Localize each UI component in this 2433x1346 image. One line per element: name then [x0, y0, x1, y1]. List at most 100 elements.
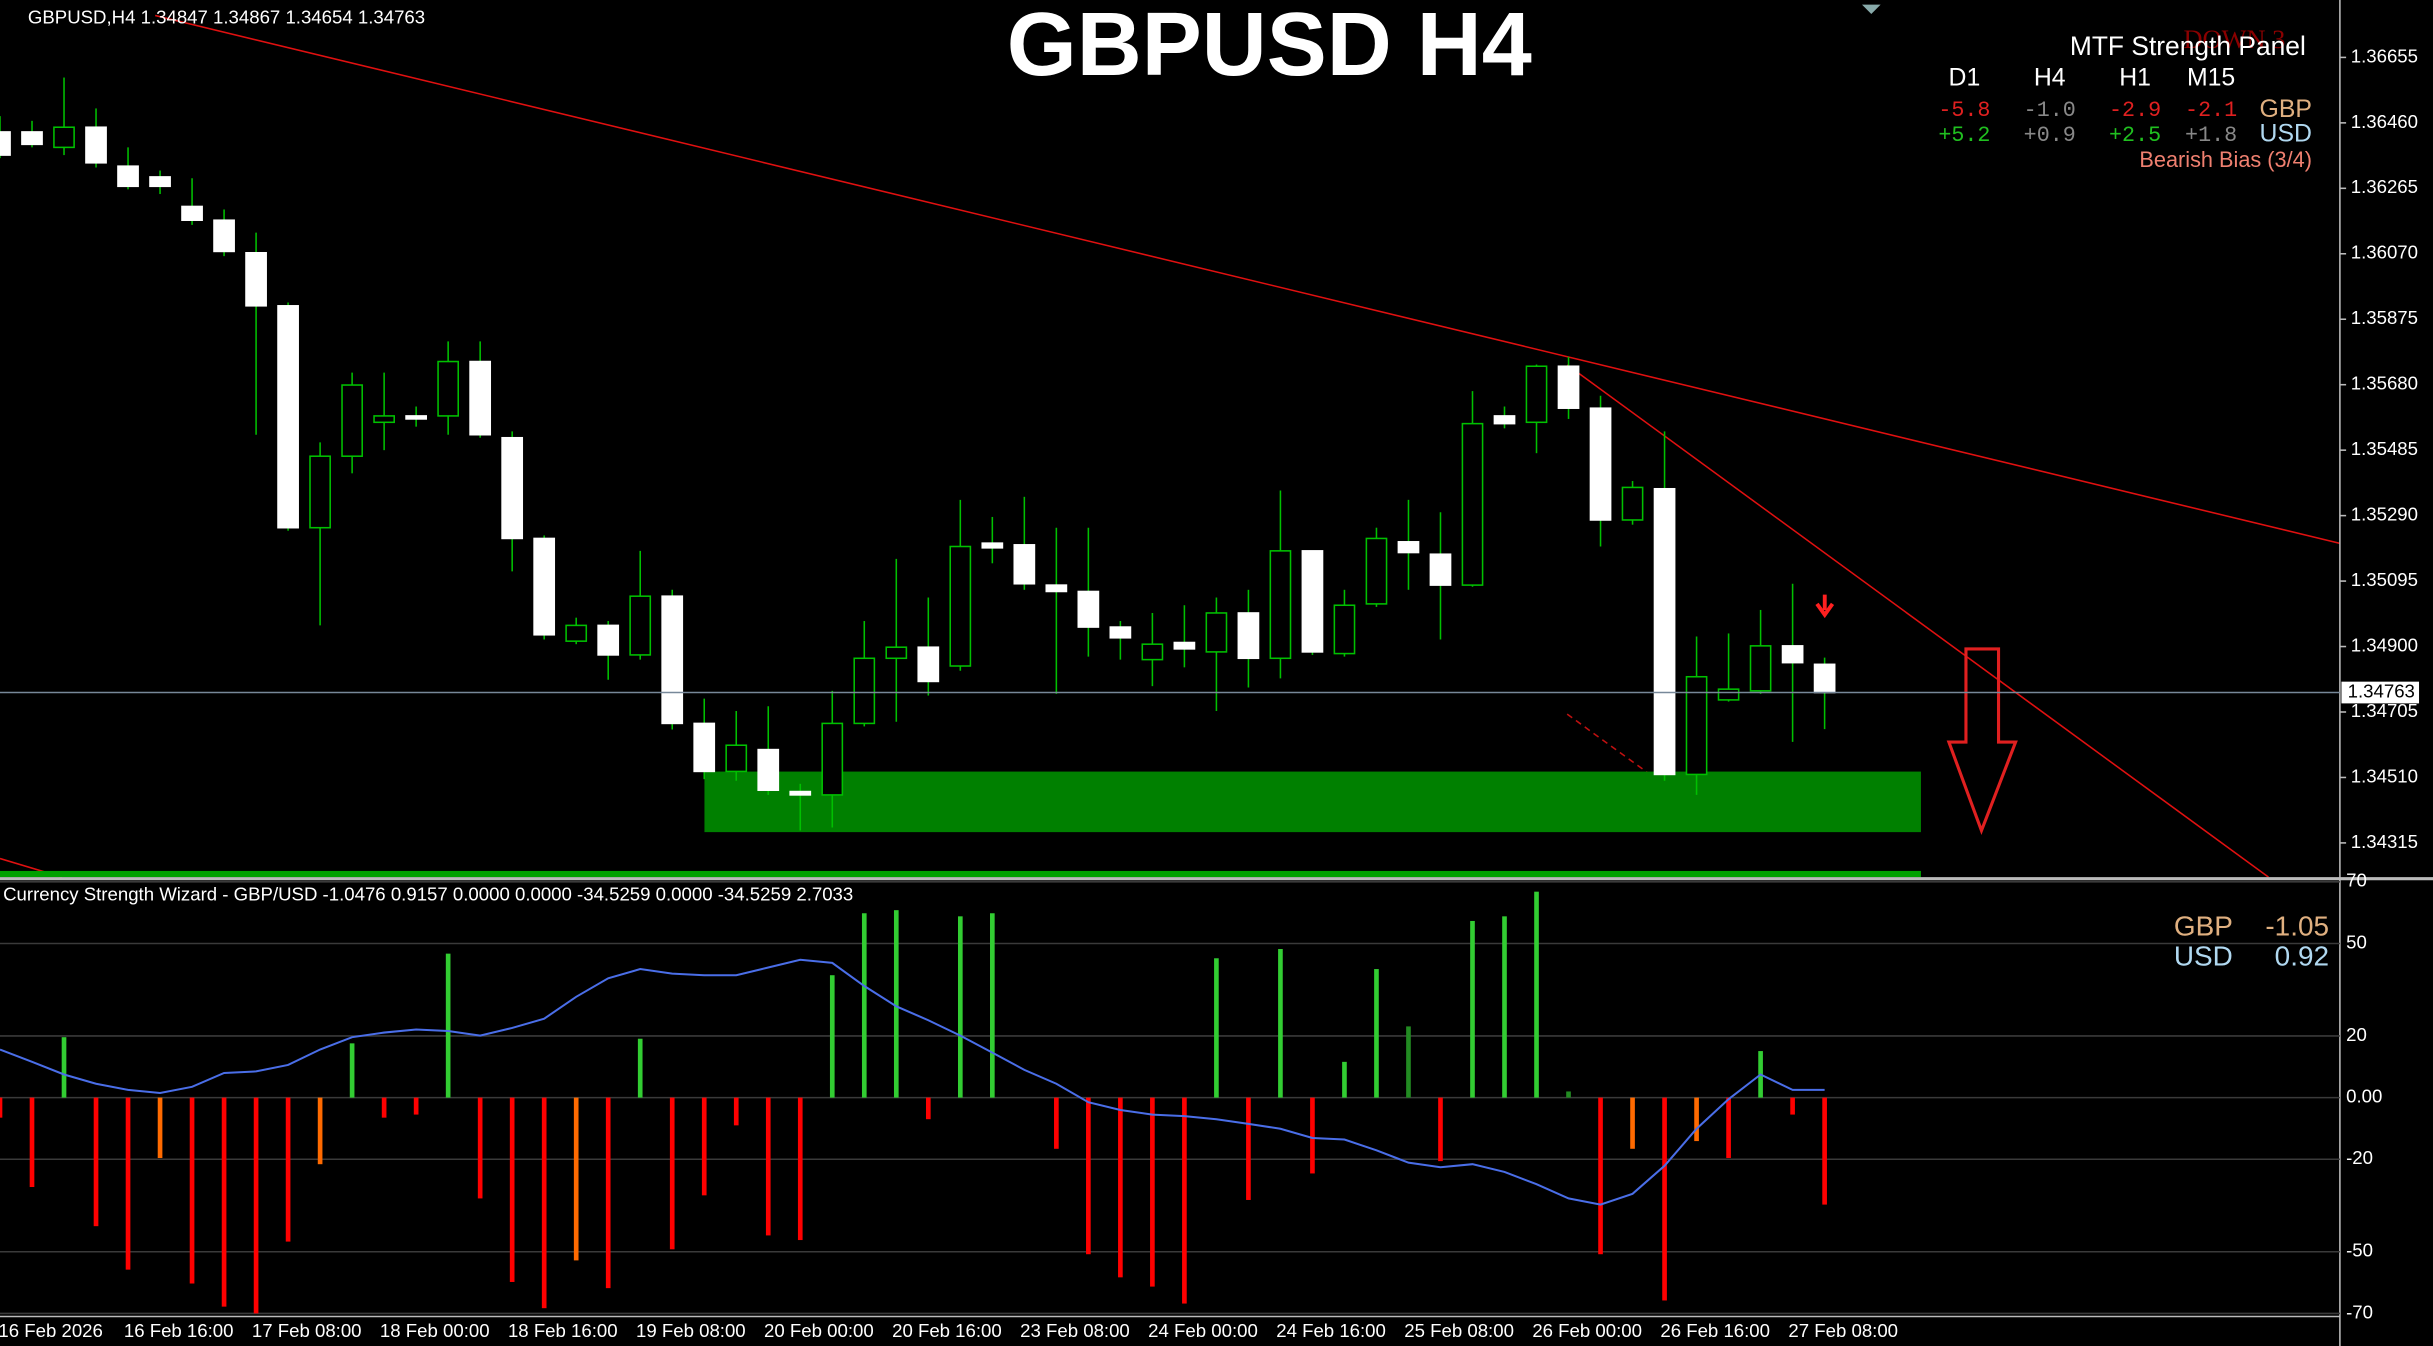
candle-body [405, 415, 428, 420]
y-tick-label: 1.36070 [2351, 242, 2418, 263]
candle-body [693, 722, 716, 773]
panel-column: M15 [2187, 65, 2235, 92]
x-tick-label: 16 Feb 2026 [0, 1320, 103, 1341]
zone-line [0, 870, 1921, 878]
histogram-bar [1694, 1097, 1699, 1142]
histogram-bar [765, 1097, 771, 1236]
panel-cell: -2.9 [2109, 98, 2161, 123]
candle-body [1237, 612, 1260, 660]
histogram-bar [1214, 958, 1219, 1098]
bias-label: Bearish Bias (3/4) [2139, 147, 2312, 172]
candle-body [1685, 675, 1708, 776]
histogram-bar [797, 1097, 803, 1241]
histogram-bar [413, 1097, 419, 1115]
panel-row-name: USD [2260, 121, 2312, 148]
y-tick-label: 70 [2346, 870, 2367, 891]
candle-body [1525, 365, 1548, 424]
panel-column: H4 [2034, 65, 2066, 92]
candle-body [1173, 641, 1196, 650]
histogram-bar [1150, 1097, 1155, 1287]
candle-body [661, 595, 684, 725]
y-tick-label: -50 [2346, 1240, 2373, 1261]
x-tick-label: 16 Feb 16:00 [124, 1320, 234, 1341]
y-tick-label: 1.34705 [2351, 700, 2418, 721]
candle-body [1301, 550, 1324, 653]
histogram-bar [957, 916, 963, 1098]
x-tick-label: 20 Feb 00:00 [764, 1320, 874, 1341]
panel-cell: +0.9 [2024, 123, 2076, 148]
shift-marker [1861, 4, 1881, 14]
histogram-bar [381, 1097, 387, 1118]
trend-line [1566, 364, 2269, 878]
x-tick-label: 26 Feb 16:00 [1660, 1320, 1770, 1341]
candle-body [341, 384, 363, 457]
symbol-info: GBPUSD,H4 1.34847 1.34867 1.34654 1.3476… [28, 7, 425, 28]
legend-name: GBP [2174, 911, 2233, 942]
down-arrow [1946, 647, 2018, 835]
x-tick-label: 26 Feb 00:00 [1532, 1320, 1642, 1341]
histogram-bar [829, 975, 835, 1098]
candle-body [1621, 486, 1644, 521]
histogram-bar [29, 1097, 35, 1188]
x-tick-label: 24 Feb 16:00 [1276, 1320, 1386, 1341]
candle-body [149, 176, 171, 188]
candle-body [853, 657, 876, 725]
histogram-bar [605, 1097, 611, 1289]
histogram-bar [1342, 1061, 1347, 1098]
candle-body [1269, 550, 1292, 660]
histogram-bar [701, 1097, 707, 1196]
candle-body [21, 131, 43, 146]
legend-value: -1.05 [2265, 911, 2329, 942]
histogram-bar [1502, 916, 1507, 1098]
candle-body [1461, 422, 1484, 586]
x-tick-label: 19 Feb 08:00 [636, 1320, 746, 1341]
histogram-bar [285, 1097, 291, 1242]
y-tick-label: 1.36655 [2351, 45, 2418, 66]
y-tick-label: 1.35680 [2351, 373, 2418, 394]
histogram-bar [189, 1097, 195, 1284]
panel-cell: -1.0 [2024, 98, 2076, 123]
histogram-bar [93, 1097, 99, 1227]
x-tick-label: 25 Feb 08:00 [1404, 1320, 1514, 1341]
histogram-bar [1182, 1097, 1187, 1304]
y-tick-label: 1.35875 [2351, 307, 2418, 328]
panel-cell: +5.2 [1938, 123, 1990, 148]
trend-line [154, 14, 2341, 545]
signal-arrow [1815, 594, 1835, 619]
candle-body [597, 624, 620, 656]
histogram-bar [509, 1097, 515, 1282]
candle-body [1205, 612, 1228, 653]
histogram-bar [1790, 1097, 1795, 1115]
histogram-bar [221, 1097, 227, 1307]
y-tick-label: 50 [2346, 931, 2367, 952]
candle-body [725, 744, 748, 773]
candle-body [0, 131, 11, 156]
histogram-bar [157, 1097, 163, 1159]
candle-body [757, 748, 780, 791]
candle-body [1781, 645, 1804, 664]
x-tick-label: 17 Feb 08:00 [252, 1320, 362, 1341]
candle-body [1333, 604, 1356, 655]
strength-line [0, 958, 1825, 1206]
candle-body [1493, 415, 1516, 425]
chart-title: GBPUSD H4 [1007, 0, 1532, 95]
histogram-bar [893, 910, 899, 1098]
histogram-bar [61, 1037, 67, 1098]
histogram-bar [925, 1097, 931, 1120]
y-tick-label: 20 [2346, 1024, 2367, 1045]
candle-body [917, 646, 940, 683]
signal-label: DOWN 3 [2183, 24, 2285, 54]
y-tick-label: 1.36460 [2351, 111, 2418, 132]
histogram-bar [637, 1038, 643, 1098]
candle-body [1749, 645, 1772, 692]
histogram-bar [990, 913, 995, 1098]
histogram-bar [541, 1097, 547, 1309]
candle-body [533, 537, 556, 636]
y-tick-label: 0.00 [2346, 1086, 2382, 1107]
y-tick-label: 1.35290 [2351, 504, 2418, 525]
histogram-bar [733, 1097, 739, 1126]
y-tick-label: 1.35485 [2351, 438, 2418, 459]
candle-body [1653, 487, 1676, 776]
bid-label: 1.34763 [2348, 680, 2415, 701]
